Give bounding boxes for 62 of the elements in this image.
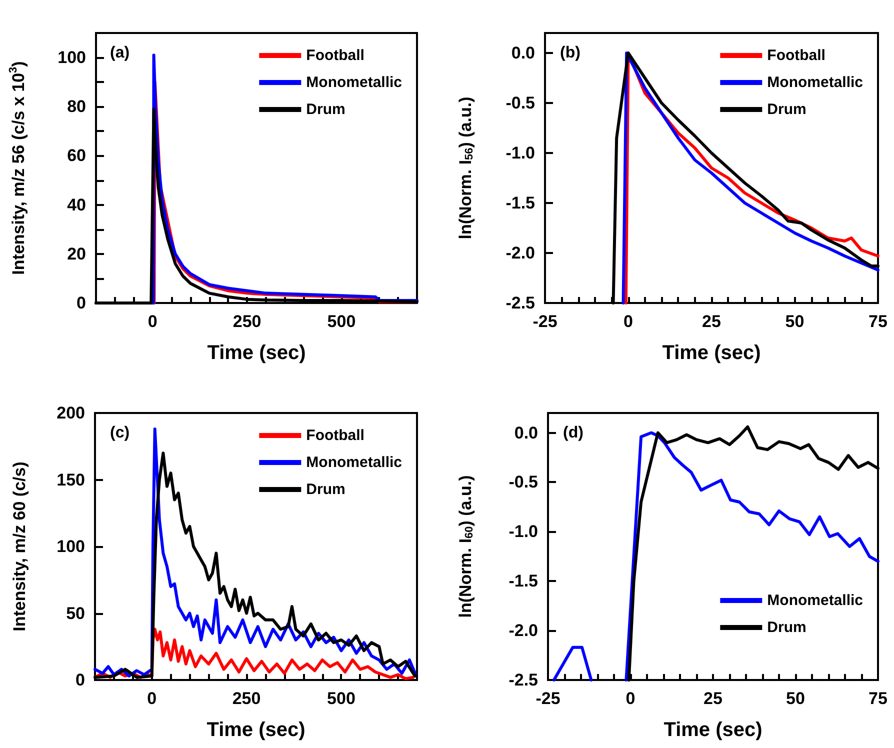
x-tick-label: 250 — [232, 312, 262, 331]
y-tick-label: -2.5 — [508, 670, 538, 690]
legend-label: Monometallic — [767, 74, 864, 91]
y-tick-label: 100 — [58, 48, 86, 68]
legend-label: Monometallic — [306, 74, 402, 91]
y-tick-label: 20 — [67, 244, 86, 264]
annotation: (c) — [110, 424, 130, 442]
y-tick-label: -2.5 — [506, 294, 535, 312]
y-tick-label: -2.0 — [508, 621, 538, 640]
x-tick-label: 75 — [868, 689, 888, 708]
y-tick-label: -0.5 — [508, 472, 538, 492]
y-axis-title: Intensity, m/z 56 (c/s x 103) — [8, 61, 28, 275]
x-axis-title: Time (sec) — [662, 342, 761, 364]
x-tick-label: 0 — [624, 312, 633, 331]
legend-label: Football — [306, 427, 364, 444]
x-tick-label: 250 — [232, 689, 261, 708]
annotation: (a) — [110, 44, 130, 62]
x-tick-label: -25 — [532, 312, 558, 331]
legend-label: Drum — [767, 101, 806, 118]
legend-label: Monometallic — [767, 592, 864, 609]
y-axis-title: ln(Norm. I60) (a.u.) — [456, 475, 476, 618]
x-tick-label: -25 — [536, 689, 560, 708]
y-axis-title: Intensity, m/z 60 (c/s) — [10, 462, 29, 632]
legend-label: Monometallic — [306, 454, 402, 471]
x-axis-title: Time (sec) — [664, 719, 762, 741]
annotation: (b) — [560, 44, 580, 62]
y-tick-label: 60 — [67, 146, 86, 166]
x-tick-label: 0 — [147, 689, 157, 708]
y-tick-label: -1.5 — [506, 194, 535, 212]
annotation: (d) — [563, 424, 584, 442]
y-tick-label: 50 — [66, 604, 85, 623]
legend-label: Football — [767, 47, 826, 64]
y-tick-label: 0 — [76, 670, 85, 690]
y-tick-label: 150 — [56, 470, 85, 490]
y-axis-title: ln(Norm. I56) (a.u.) — [456, 96, 476, 240]
x-tick-label: 500 — [327, 312, 356, 331]
x-tick-label: 50 — [786, 689, 805, 708]
y-tick-label: 80 — [67, 97, 86, 116]
y-tick-label: -1.5 — [508, 572, 538, 591]
x-axis-title: Time (sec) — [206, 719, 306, 741]
legend-label: Drum — [767, 619, 806, 636]
y-tick-label: 200 — [56, 404, 85, 422]
y-tick-label: -2.0 — [506, 244, 535, 262]
x-tick-label: 75 — [868, 312, 888, 331]
y-tick-label: -1.0 — [506, 144, 535, 162]
x-tick-label: 50 — [785, 312, 804, 331]
y-tick-label: 100 — [56, 537, 85, 556]
y-tick-label: 40 — [67, 195, 86, 214]
y-tick-label: 0.0 — [511, 44, 535, 62]
y-tick-label: -0.5 — [506, 94, 535, 112]
y-tick-label: 0 — [76, 294, 86, 312]
x-tick-label: 500 — [327, 689, 356, 708]
y-tick-label: 0.0 — [514, 423, 538, 442]
x-tick-label: 25 — [704, 689, 722, 708]
y-tick-label: -1.0 — [508, 522, 538, 542]
legend-label: Football — [306, 47, 364, 64]
legend-label: Drum — [306, 481, 346, 498]
legend-label: Drum — [306, 101, 346, 118]
x-axis-title: Time (sec) — [207, 342, 306, 364]
x-tick-label: 0 — [148, 312, 158, 331]
x-tick-label: 25 — [702, 312, 721, 331]
x-tick-label: 0 — [626, 689, 636, 708]
